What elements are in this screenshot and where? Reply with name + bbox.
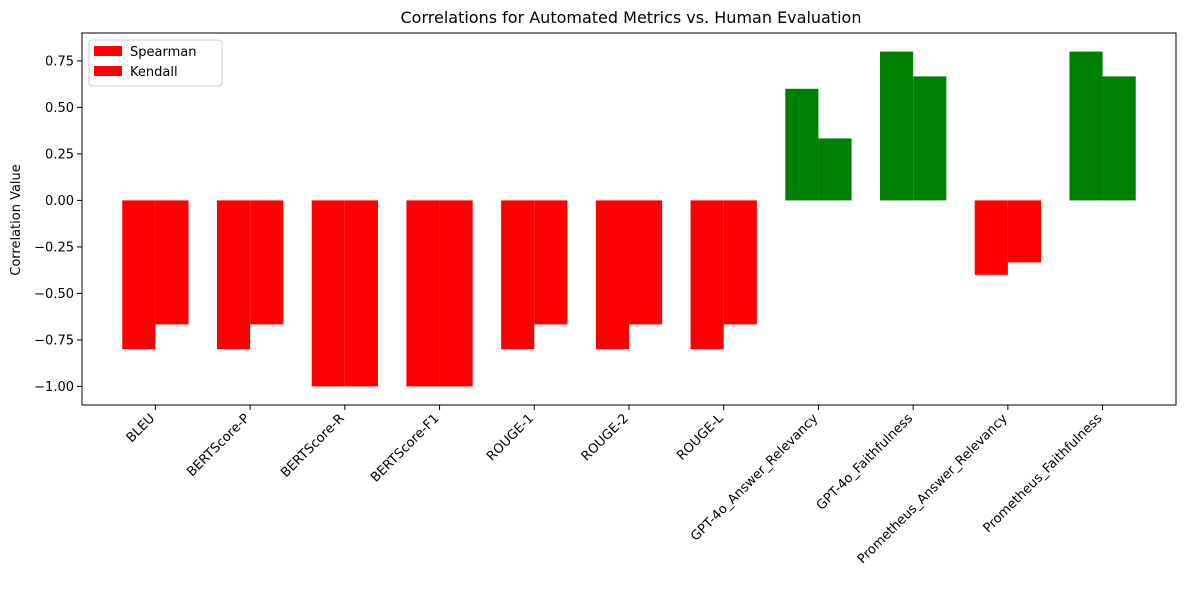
bar-kendall-bertscore-p	[250, 200, 284, 325]
bar-spearman-prometheus-faithfulness	[1069, 51, 1103, 201]
bar-kendall-prometheus-faithfulness	[1102, 76, 1136, 201]
y-tick-label: 0.25	[45, 147, 74, 162]
bar-kendall-gpt-4o-faithfulness	[913, 76, 947, 201]
x-tick-label: BLEU	[124, 411, 159, 446]
y-axis-ticks: −1.00 −0.75 −0.50 −0.25 0.00 0.25 0.50 0.75	[34, 54, 82, 395]
x-tick-label: BERTScore-R	[278, 411, 348, 481]
bar-kendall-rouge-2	[629, 200, 663, 325]
legend-swatch-spearman	[94, 46, 122, 56]
x-tick-label: ROUGE-2	[579, 411, 632, 464]
bar-spearman-rouge-l	[690, 200, 724, 350]
x-tick-label: BERTScore-F1	[368, 411, 442, 485]
bar-spearman-bertscore-r	[311, 200, 345, 387]
y-tick-label: −0.25	[34, 240, 74, 255]
bar-spearman-rouge-2	[595, 200, 629, 350]
bar-spearman-bertscore-p	[216, 200, 251, 350]
y-tick-label: −0.75	[34, 333, 74, 348]
bars-group	[122, 51, 1136, 387]
x-tick-label: GPT-4o_Faithfulness	[814, 411, 916, 513]
y-tick-label: 0.75	[45, 54, 74, 69]
y-tick-label: −0.50	[34, 287, 74, 302]
x-axis-ticks: BLEU BERTScore-P BERTScore-R BERTScore-F1 RO…	[124, 405, 1106, 567]
bar-spearman-bleu	[122, 200, 156, 350]
bar-kendall-bertscore-f1	[439, 200, 473, 387]
y-tick-label: 0.00	[45, 194, 74, 209]
x-tick-label: Prometheus_Answer_Relevancy	[855, 411, 1011, 567]
y-tick-label: −1.00	[34, 380, 74, 395]
legend-swatch-kendall	[94, 66, 122, 76]
bar-kendall-gpt-4o-answer-relevancy	[818, 138, 852, 201]
bar-kendall-bleu	[155, 200, 189, 325]
legend-label-kendall: Kendall	[130, 65, 178, 80]
x-tick-label: ROUGE-L	[674, 411, 727, 464]
bar-spearman-prometheus-answer-relevancy	[974, 200, 1008, 275]
bar-spearman-gpt-4o-answer-relevancy	[785, 88, 819, 201]
bar-kendall-prometheus-answer-relevancy	[1007, 200, 1042, 263]
bar-spearman-rouge-1	[501, 200, 535, 350]
y-tick-label: 0.50	[45, 101, 74, 116]
legend-label-spearman: Spearman	[130, 45, 196, 60]
x-tick-label: ROUGE-1	[484, 411, 537, 464]
legend: Spearman Kendall	[88, 39, 223, 87]
legend-frame	[88, 39, 223, 87]
plot-frame	[81, 32, 1177, 406]
chart-title: Correlations for Automated Metrics vs. H…	[401, 8, 862, 27]
x-tick-label: BERTScore-P	[184, 411, 253, 480]
bar-kendall-rouge-1	[534, 200, 568, 325]
bar-spearman-gpt-4o-faithfulness	[880, 51, 914, 201]
bar-kendall-bertscore-r	[344, 200, 378, 387]
bar-spearman-bertscore-f1	[406, 200, 440, 387]
y-axis-label: Correlation Value	[9, 164, 24, 276]
bar-kendall-rouge-l	[723, 200, 757, 325]
